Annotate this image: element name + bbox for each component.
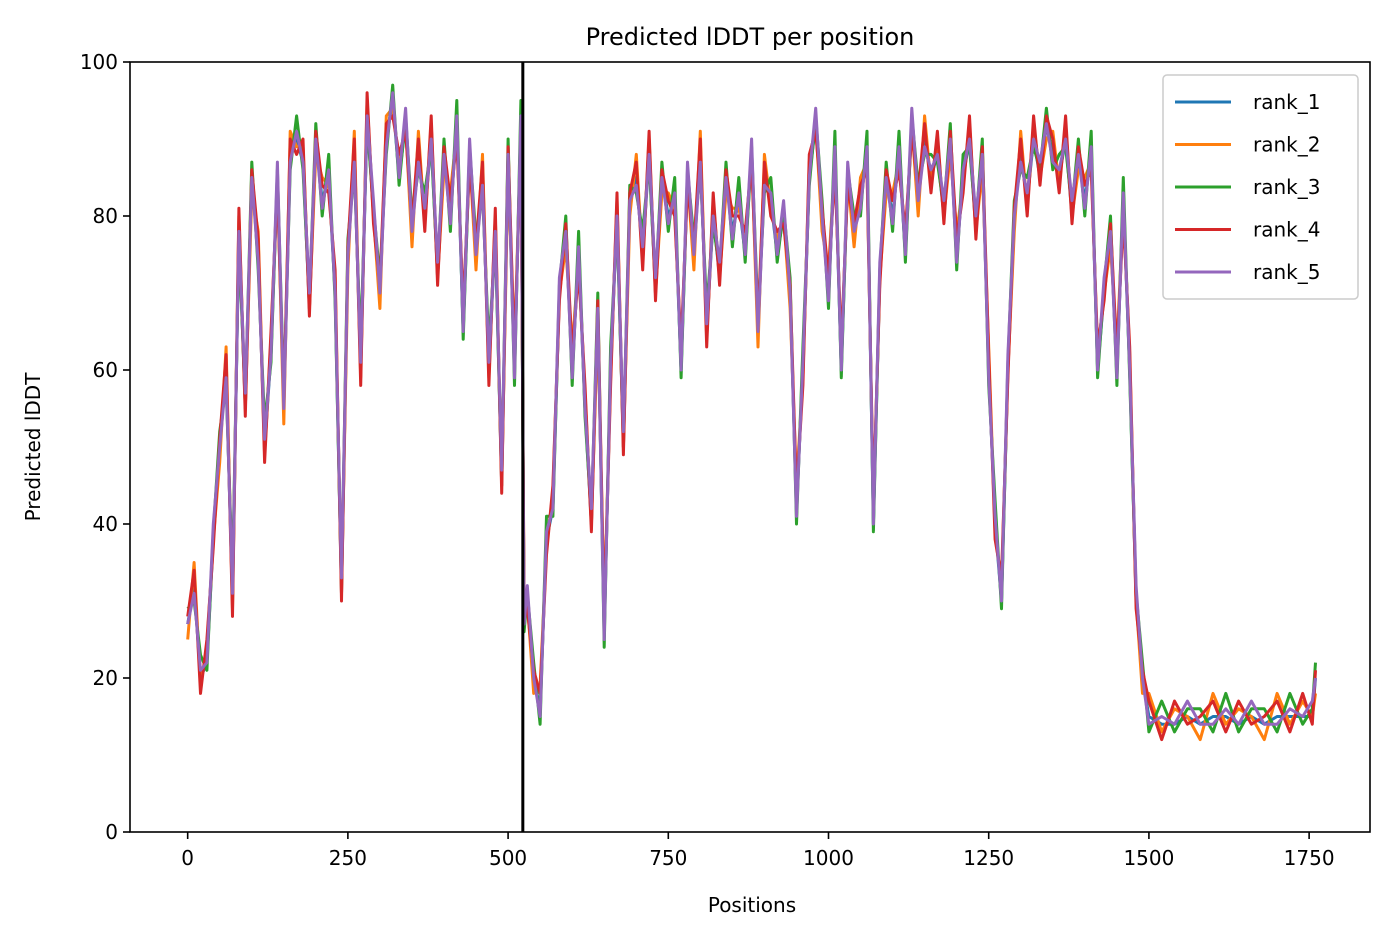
x-tick-label-1250: 1250 — [963, 846, 1014, 870]
y-axis-title: Predicted lDDT — [21, 372, 45, 522]
axes — [129, 61, 1371, 833]
series-line-rank_5 — [186, 91, 1317, 726]
x-tick-label-1750: 1750 — [1284, 846, 1335, 870]
x-tick-label-250: 250 — [329, 846, 367, 870]
x-tick-label-0: 0 — [181, 846, 194, 870]
x-tick-label-1000: 1000 — [803, 846, 854, 870]
plot-frame — [129, 61, 1371, 833]
x-axis-title: Positions — [708, 893, 796, 917]
legend-box — [1162, 74, 1359, 300]
chart-title: Predicted lDDT per position — [586, 23, 915, 51]
y-tick-label-100: 100 — [80, 50, 118, 74]
y-tick-label-20: 20 — [93, 666, 118, 690]
x-tick-label-500: 500 — [489, 846, 527, 870]
x-tick-label-750: 750 — [649, 846, 687, 870]
y-tick-label-60: 60 — [93, 358, 118, 382]
legend-label-rank_5: rank_5 — [1253, 260, 1320, 284]
plot-lines — [186, 83, 1317, 742]
legend: rank_1 rank_2 rank_3 rank_4 rank_5 — [1162, 74, 1359, 300]
axis-ticks: 0 250 500 750 1000 1250 1500 1750 0 20 40 60 80 100 — [80, 50, 1335, 870]
legend-label-rank_2: rank_2 — [1253, 133, 1320, 157]
x-tick-label-1500: 1500 — [1123, 846, 1174, 870]
y-tick-label-0: 0 — [105, 820, 118, 844]
legend-label-rank_1: rank_1 — [1253, 90, 1320, 114]
y-tick-label-40: 40 — [93, 512, 118, 536]
legend-label-rank_4: rank_4 — [1253, 218, 1320, 242]
y-tick-label-80: 80 — [93, 204, 118, 228]
legend-label-rank_3: rank_3 — [1253, 175, 1320, 199]
